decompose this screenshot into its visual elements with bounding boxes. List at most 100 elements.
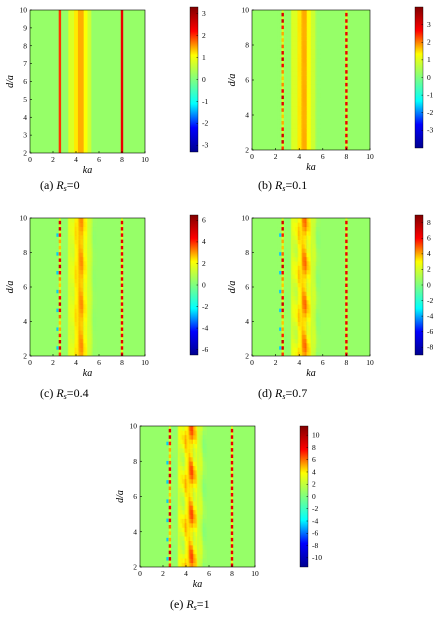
heatmap-ripple: [78, 304, 81, 309]
heatmap-ripple: [307, 347, 310, 353]
heatmap-ripple: [293, 222, 296, 228]
heatmap-ripple: [304, 128, 307, 133]
heatmap-ripple: [69, 269, 71, 275]
heatmap-ripple: [304, 299, 307, 305]
heatmap-band: [141, 218, 144, 356]
heatmap-ripple: [192, 531, 195, 537]
heatmap-ripple: [317, 243, 320, 249]
heatmap-ripple: [198, 518, 201, 524]
heatmap-ripple: [289, 62, 292, 68]
heatmap-ripple: [203, 500, 206, 506]
heatmap-ripple: [88, 265, 91, 271]
heatmap-ripple: [314, 75, 317, 81]
resonance-dash: [281, 51, 284, 55]
heatmap-ripple: [286, 132, 289, 138]
heatmap-ripple: [317, 136, 320, 142]
heatmap-ripple: [296, 53, 299, 59]
resonance-dash: [281, 283, 284, 287]
heatmap-ripple: [316, 31, 319, 37]
heatmap-ripple: [292, 308, 294, 314]
heatmap-ripple: [300, 49, 303, 55]
heatmap-band: [129, 218, 133, 356]
heatmap-ripple: [166, 553, 169, 559]
heatmap-ripple: [195, 558, 198, 563]
heatmap-ripple: [314, 84, 317, 90]
heatmap-ripple: [165, 465, 168, 471]
resonance-dash: [345, 76, 348, 80]
y-tick-label: 6: [133, 492, 137, 501]
resonance-dash: [281, 57, 284, 61]
heatmap-ripple: [191, 500, 194, 506]
heatmap-ripple: [170, 448, 173, 453]
heatmap-ripple: [93, 235, 96, 240]
heatmap-ripple: [82, 312, 85, 318]
heatmap-ripple: [165, 456, 168, 462]
heatmap-ripple: [313, 136, 316, 142]
heatmap-ripple: [70, 261, 73, 266]
heatmap-ripple: [166, 474, 169, 480]
heatmap-ripple: [299, 62, 302, 68]
heatmap-ripple: [56, 287, 59, 292]
heatmap-ripple: [283, 88, 286, 94]
heatmap-ripple: [303, 343, 306, 348]
resonance-dash: [58, 308, 62, 313]
heatmap-ripple: [201, 452, 203, 458]
heatmap-ripple: [302, 93, 304, 98]
heatmap-ripple: [287, 62, 290, 68]
heatmap-ripple: [314, 10, 317, 15]
heatmap-ripple: [174, 514, 177, 519]
heatmap-ripple: [316, 49, 319, 55]
heatmap-ripple: [197, 426, 199, 431]
heatmap-ripple: [93, 239, 96, 245]
heatmap-ripple: [287, 66, 290, 72]
heatmap-ripple: [69, 338, 71, 344]
heatmap-ripple: [95, 338, 98, 344]
y-tick-label: 4: [245, 111, 249, 120]
heatmap-ripple: [310, 312, 313, 318]
heatmap-ripple: [201, 487, 203, 493]
heatmap-ripple: [302, 304, 304, 309]
heatmap-ripple: [70, 325, 73, 331]
heatmap-ripple: [304, 49, 307, 55]
heatmap-ripple: [77, 226, 80, 232]
heatmap-ripple: [292, 338, 294, 344]
heatmap-ripple: [205, 461, 208, 467]
heatmap-ripple: [314, 282, 317, 288]
heatmap-ripple: [80, 269, 82, 275]
heatmap-ripple: [192, 496, 195, 502]
heatmap-ripple: [181, 500, 184, 506]
heatmap-ripple: [64, 312, 67, 318]
heatmap-ripple: [303, 53, 306, 59]
heatmap-ripple: [91, 239, 93, 245]
heatmap-ripple: [74, 239, 77, 245]
heatmap-ripple: [173, 527, 176, 533]
heatmap-ripple: [199, 439, 202, 445]
heatmap-band: [139, 218, 142, 356]
heatmap-ripple: [80, 278, 82, 284]
colorbar-tick-label: 2: [202, 259, 206, 268]
heatmap-ripple: [199, 536, 202, 541]
heatmap-ripple: [289, 265, 292, 271]
heatmap-ripple: [66, 218, 69, 223]
heatmap-ripple: [289, 101, 292, 107]
heatmap-ripple: [313, 347, 316, 353]
heatmap-ripple: [176, 549, 179, 555]
heatmap-ripple: [91, 252, 93, 258]
heatmap-ripple: [91, 295, 93, 301]
heatmap-ripple: [201, 426, 203, 431]
heatmap-ripple: [63, 304, 66, 309]
heatmap-ripple: [293, 308, 296, 314]
heatmap-ripple: [202, 426, 205, 431]
heatmap-ripple: [64, 282, 67, 288]
heatmap-ripple: [286, 282, 289, 288]
heatmap-ripple: [313, 274, 316, 279]
heatmap-ripple: [307, 23, 310, 28]
resonance-dash: [279, 252, 282, 256]
heatmap-band: [99, 218, 102, 356]
heatmap-ripple: [286, 62, 289, 68]
heatmap-ripple: [93, 343, 96, 348]
heatmap-ripple: [92, 347, 95, 353]
heatmap-ripple: [290, 248, 293, 253]
heatmap-ripple: [174, 430, 177, 436]
heatmap-ripple: [317, 282, 320, 288]
